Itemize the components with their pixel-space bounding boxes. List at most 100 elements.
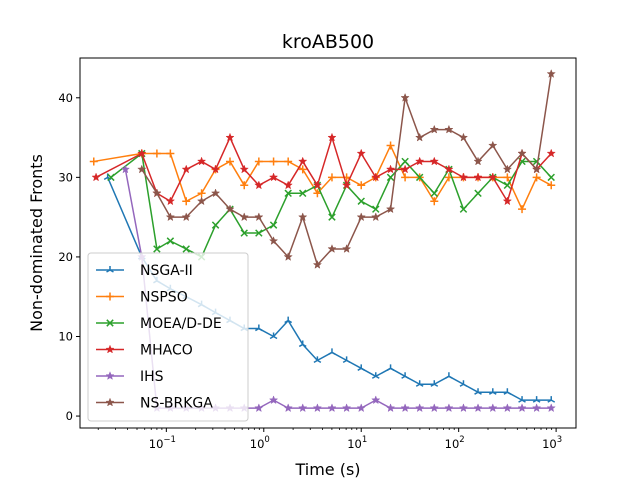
y-tick-label: 40 <box>58 91 73 105</box>
data-point-nspso <box>503 173 512 182</box>
data-point-ns-brkga <box>298 212 308 222</box>
data-point-mhaco <box>356 148 366 158</box>
data-point-nsga-ii <box>459 380 468 387</box>
data-point-moea-d-de <box>401 157 409 166</box>
data-point-ihs <box>488 403 498 413</box>
data-point-ns-brkga <box>371 212 381 222</box>
data-point-mhaco <box>298 156 308 166</box>
data-point-nsga-ii <box>518 396 526 403</box>
data-point-mhaco <box>400 164 410 174</box>
x-tick-label: 102 <box>445 435 465 451</box>
data-point-moea-d-de <box>153 245 161 253</box>
data-point-moea-d-de <box>372 205 380 213</box>
data-point-mhaco <box>91 172 101 182</box>
data-point-nspso <box>313 189 322 198</box>
legend: NSGA-II NSPSO MOEA/D-DE MHACO IHS NS-BRKGA <box>87 252 249 422</box>
data-point-moea-d-de <box>240 229 248 237</box>
data-point-nsga-ii <box>254 324 263 332</box>
chart-title: kroAB500 <box>282 31 374 53</box>
x-axis-label: Time (s) <box>294 460 360 479</box>
legend-marker <box>106 266 114 273</box>
legend-label: IHS <box>140 369 164 385</box>
legend-marker <box>105 344 115 354</box>
data-point-mhaco <box>196 156 207 166</box>
x-tick-label: 101 <box>347 435 367 451</box>
legend-item: NSPSO <box>96 290 188 306</box>
data-point-nsga-ii <box>298 340 307 348</box>
data-point-moea-d-de <box>107 173 115 182</box>
data-point-nsga-ii <box>547 396 556 403</box>
legend-label: MHACO <box>140 343 193 359</box>
data-point-ihs <box>268 395 279 405</box>
data-point-mhaco <box>312 180 323 190</box>
data-point-mhaco <box>137 148 147 158</box>
data-point-ns-brkga <box>254 212 264 222</box>
data-point-ihs <box>356 403 366 413</box>
data-point-nsga-ii <box>488 388 497 395</box>
data-point-nsga-ii <box>386 364 395 371</box>
data-point-ns-brkga <box>239 212 249 222</box>
legend-marker <box>105 397 115 407</box>
y-tick-label: 10 <box>58 329 73 343</box>
data-point-mhaco <box>444 164 454 174</box>
series-ns-brkga <box>137 68 556 269</box>
data-point-ns-brkga <box>546 68 556 78</box>
x-tick-label: 10−1 <box>149 435 176 451</box>
data-point-ihs <box>444 403 454 413</box>
data-point-moea-d-de <box>255 229 263 237</box>
data-point-nspso <box>197 189 206 198</box>
data-point-nspso <box>284 157 293 166</box>
data-point-ihs <box>400 403 410 413</box>
data-point-nspso <box>547 181 556 190</box>
data-point-moea-d-de <box>459 205 468 213</box>
data-point-ns-brkga <box>385 204 396 214</box>
data-point-ns-brkga <box>429 124 439 134</box>
data-point-nsga-ii <box>474 388 482 395</box>
data-point-ns-brkga <box>165 212 176 222</box>
data-point-nspso <box>401 173 410 182</box>
data-point-mhaco <box>225 132 235 142</box>
data-point-moea-d-de <box>298 189 307 197</box>
data-point-nsga-ii <box>503 388 512 395</box>
data-point-mhaco <box>268 172 279 182</box>
series-line-moea-d-de <box>110 152 552 258</box>
data-point-ns-brkga <box>356 212 366 222</box>
data-point-moea-d-de <box>415 173 424 182</box>
data-point-ns-brkga <box>196 196 207 206</box>
data-point-ns-brkga <box>400 92 410 102</box>
data-point-moea-d-de <box>386 173 395 182</box>
data-point-ns-brkga <box>327 244 337 253</box>
legend-label: NS-BRKGA <box>140 396 213 412</box>
data-point-ns-brkga <box>414 132 425 142</box>
plot-area <box>89 68 556 413</box>
data-point-mhaco <box>415 156 425 166</box>
data-point-nsga-ii <box>357 364 366 371</box>
data-point-nsga-ii <box>371 372 380 379</box>
data-point-nspso <box>269 157 278 166</box>
data-point-ihs <box>546 403 556 413</box>
data-point-mhaco <box>488 172 498 182</box>
data-point-nspso <box>254 157 263 166</box>
legend-marker <box>106 292 114 301</box>
data-point-ns-brkga <box>517 148 527 158</box>
series-mhaco <box>91 132 556 206</box>
data-point-moea-d-de <box>182 245 190 253</box>
data-point-moea-d-de <box>211 221 220 229</box>
data-point-ihs <box>473 403 483 413</box>
legend-item: MOEA/D-DE <box>96 316 222 332</box>
legend-item: NS-BRKGA <box>96 396 213 412</box>
legend-label: MOEA/D-DE <box>140 316 222 332</box>
data-point-ihs <box>414 403 425 413</box>
data-point-nsga-ii <box>445 372 453 379</box>
data-point-ns-brkga <box>225 204 235 214</box>
data-point-nspso <box>430 197 439 206</box>
data-point-mhaco <box>239 164 249 174</box>
y-axis: 0 10 20 30 40 <box>58 91 80 423</box>
data-point-ihs <box>458 403 469 413</box>
data-point-nspso <box>166 149 175 158</box>
data-point-nsga-ii <box>284 316 293 324</box>
data-point-nspso <box>182 197 191 206</box>
data-point-ihs <box>385 403 396 413</box>
data-point-moea-d-de <box>503 181 512 190</box>
